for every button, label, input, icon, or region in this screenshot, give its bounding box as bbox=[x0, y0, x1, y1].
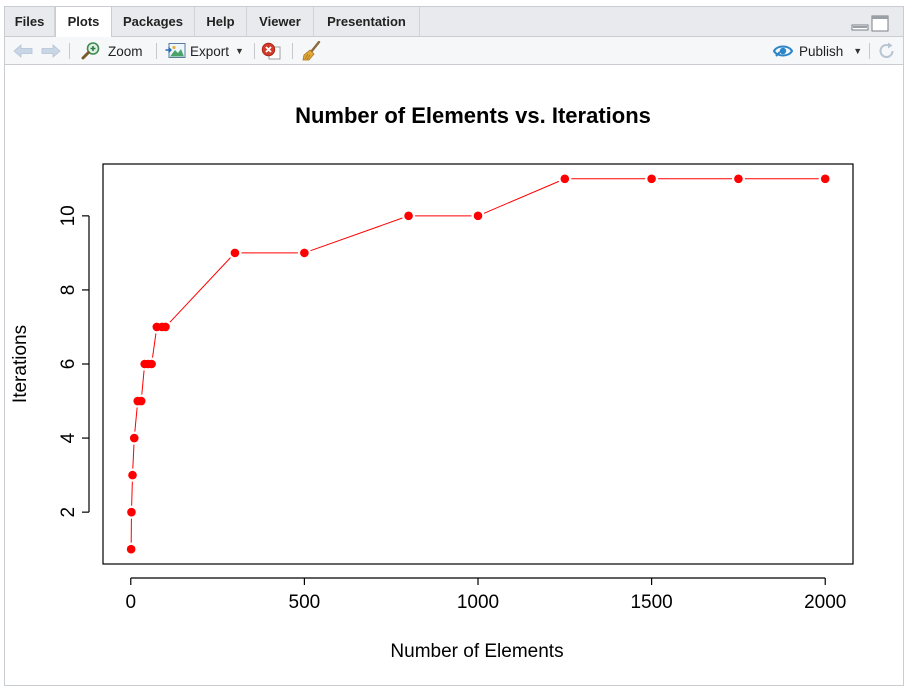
data-point bbox=[147, 359, 156, 369]
publish-dropdown-caret-icon: ▼ bbox=[853, 46, 863, 56]
plot-area: Number of Elements vs. Iterations 0 500 10… bbox=[10, 103, 854, 662]
data-point bbox=[647, 174, 656, 184]
y-tick-label: 4 bbox=[58, 432, 79, 443]
x-axis-label: Number of Elements bbox=[390, 641, 563, 662]
remove-plot-icon[interactable] bbox=[261, 42, 283, 60]
y-tick-label: 2 bbox=[58, 507, 79, 518]
chart-title: Number of Elements vs. Iterations bbox=[295, 103, 651, 128]
plots-pane: Files Plots Packages Help Viewer Present… bbox=[4, 6, 904, 686]
data-point bbox=[129, 433, 139, 443]
y-tick-label: 8 bbox=[58, 285, 79, 296]
x-tick-label: 1500 bbox=[630, 592, 672, 613]
data-point bbox=[128, 470, 137, 480]
tab-viewer[interactable]: Viewer bbox=[247, 7, 314, 37]
data-point bbox=[734, 174, 743, 184]
data-point bbox=[126, 544, 136, 554]
data-point bbox=[127, 507, 136, 517]
series-line bbox=[130, 178, 819, 543]
data-point bbox=[560, 174, 570, 184]
maximize-pane-icon[interactable] bbox=[871, 15, 889, 33]
x-tick-label: 1000 bbox=[457, 592, 499, 613]
x-tick-label: 0 bbox=[125, 592, 136, 613]
export-label: Export bbox=[190, 43, 230, 59]
pane-tab-bar: Files Plots Packages Help Viewer Present… bbox=[5, 7, 903, 38]
tab-help[interactable]: Help bbox=[195, 7, 247, 37]
plot-box bbox=[102, 163, 854, 565]
data-point bbox=[300, 248, 309, 258]
zoom-button[interactable]: Zoom bbox=[81, 37, 143, 65]
tab-presentation[interactable]: Presentation bbox=[314, 7, 420, 37]
arrow-left-icon[interactable] bbox=[13, 44, 33, 58]
zoom-label: Zoom bbox=[108, 43, 143, 59]
plots-toolbar: Zoom Export ▼ bbox=[5, 37, 903, 65]
export-menu-button[interactable]: Export ▼ bbox=[165, 37, 244, 65]
data-point bbox=[473, 211, 483, 221]
y-tick-label: 10 bbox=[58, 205, 79, 226]
publish-menu-button[interactable]: Publish ▼ bbox=[772, 37, 862, 65]
data-point bbox=[161, 322, 170, 332]
magnifier-icon bbox=[81, 42, 100, 60]
data-point bbox=[230, 248, 240, 258]
broom-icon[interactable] bbox=[301, 41, 323, 61]
minimize-pane-icon[interactable] bbox=[851, 17, 869, 31]
tab-plots[interactable]: Plots bbox=[55, 7, 112, 38]
data-point bbox=[136, 396, 146, 406]
publish-icon bbox=[772, 45, 794, 57]
x-tick-label: 2000 bbox=[804, 592, 846, 613]
data-point bbox=[404, 211, 413, 221]
x-tick-label: 500 bbox=[289, 592, 321, 613]
export-dropdown-caret-icon: ▼ bbox=[235, 46, 244, 56]
export-image-icon bbox=[165, 43, 186, 58]
publish-label: Publish bbox=[799, 43, 844, 59]
arrow-right-icon[interactable] bbox=[41, 44, 61, 58]
y-tick-label: 6 bbox=[58, 359, 79, 370]
refresh-icon[interactable] bbox=[877, 41, 897, 61]
y-axis-label: Iterations bbox=[10, 325, 31, 403]
tab-files[interactable]: Files bbox=[5, 7, 55, 37]
tab-packages[interactable]: Packages bbox=[112, 7, 195, 37]
data-point bbox=[820, 174, 830, 184]
